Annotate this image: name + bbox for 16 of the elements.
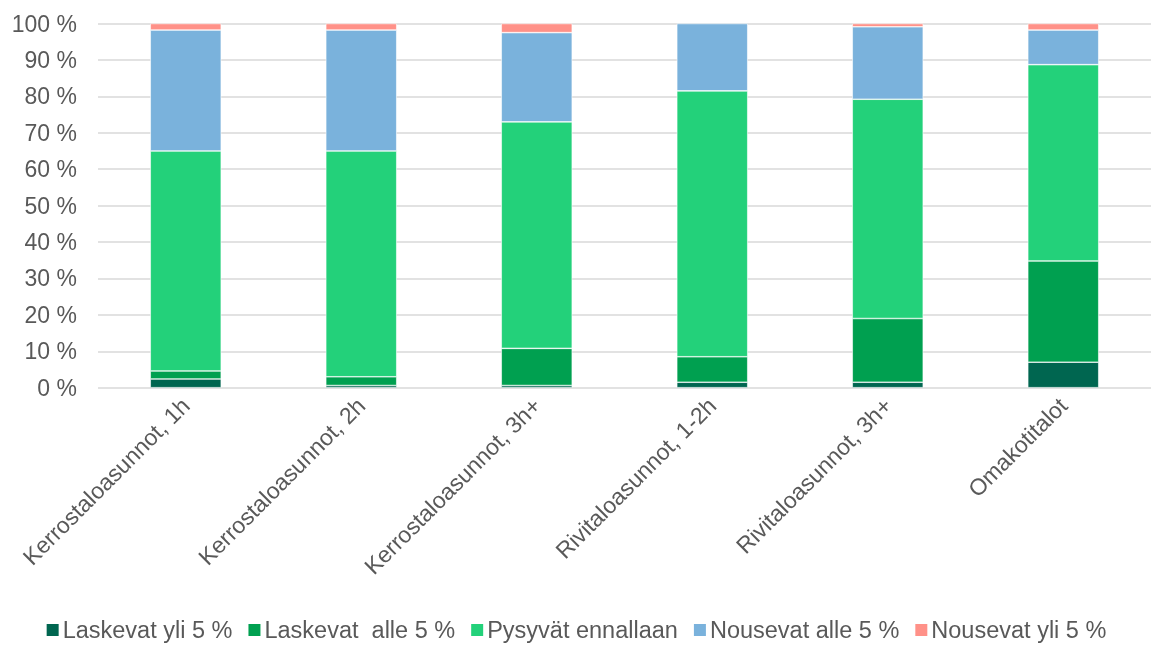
legend-label: Nousevat alle 5 %: [709, 617, 900, 643]
legend-label: Laskevat alle 5 %: [264, 617, 456, 643]
legend-label: Laskevat yli 5 %: [62, 617, 233, 643]
y-tick-label: 30 %: [24, 265, 77, 292]
y-tick-label: 100 %: [11, 10, 77, 37]
y-tick-label: 70 %: [24, 119, 77, 146]
y-tick-label: 60 %: [24, 156, 77, 183]
y-tick-label: 40 %: [24, 229, 77, 256]
y-tick-label: 80 %: [24, 83, 77, 110]
legend-label: Pysyvät ennallaan: [487, 617, 678, 643]
y-tick-label: 20 %: [24, 301, 77, 328]
y-tick-label: 90 %: [24, 46, 77, 73]
y-tick-label: 50 %: [24, 192, 77, 219]
legend-label: Nousevat yli 5 %: [931, 617, 1107, 643]
y-tick-label: 10 %: [24, 338, 77, 365]
y-tick-label: 0 %: [37, 374, 77, 401]
